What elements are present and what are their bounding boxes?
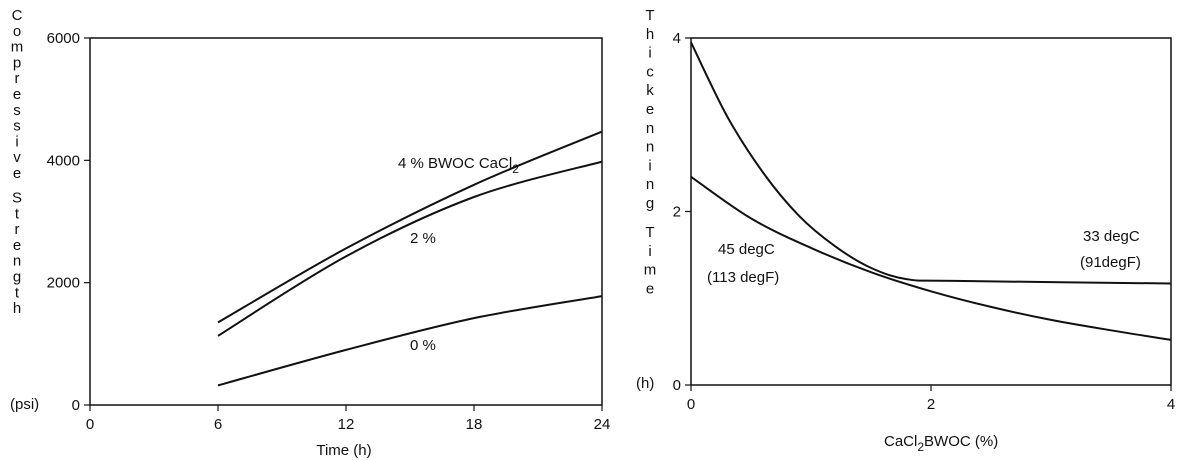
left-x-tick-label: 24 — [594, 416, 611, 433]
right-series-line-1 — [690, 175, 1172, 341]
right-y-label-letter: T — [645, 7, 654, 24]
left-x-tick-label: 18 — [466, 416, 483, 433]
right-y-label-letter: m — [644, 262, 657, 279]
left-y-label-letter: m — [11, 39, 24, 56]
left-y-tick-label: 4000 — [47, 152, 80, 169]
left-y-label-letter: S — [12, 189, 22, 206]
right-y-label-letter: i — [648, 157, 651, 174]
right-plot-frame — [690, 37, 1172, 386]
right-x-tick-label: 4 — [1167, 396, 1175, 413]
right-y-tick-label: 4 — [673, 30, 681, 47]
left-y-tick-label: 0 — [72, 397, 80, 414]
left-y-label-letter: h — [13, 300, 21, 317]
left-y-label-letter: e — [13, 86, 21, 103]
left-x-ticks: 0 6 12 18 24 — [86, 405, 611, 433]
left-series-label-4pct: 4 % BWOC CaCl2 — [398, 155, 519, 176]
right-y-label-letter: T — [645, 224, 654, 241]
left-y-label-letter: i — [15, 133, 18, 150]
left-x-tick-label: 0 — [86, 416, 94, 433]
left-y-label-letter: o — [13, 23, 21, 40]
left-y-ticks: 0 2000 4000 6000 — [47, 30, 90, 414]
left-y-label-letter: r — [15, 70, 20, 87]
right-y-label-letter: e — [646, 281, 654, 298]
right-series-label-45degc-f: (113 degF) — [707, 269, 779, 286]
left-y-tick-label: 2000 — [47, 275, 80, 292]
right-y-label-letter: k — [646, 82, 654, 99]
right-y-tick-label: 0 — [673, 377, 681, 394]
left-series-line-0 — [217, 130, 603, 324]
right-y-label-letter: g — [646, 195, 654, 212]
right-x-tick-label: 2 — [927, 396, 935, 413]
right-y-label-letter: e — [646, 101, 654, 118]
left-y-label-letter: C — [12, 7, 23, 24]
right-series-group — [690, 41, 1172, 341]
left-series-label-2pct: 2 % — [410, 230, 436, 247]
left-y-label-letter: n — [13, 253, 21, 270]
right-y-label-letter: n — [646, 176, 654, 193]
right-y-label-letter: h — [646, 26, 654, 43]
right-x-tick-label: 0 — [687, 396, 695, 413]
left-x-tick-label: 12 — [338, 416, 355, 433]
left-y-label-letter: t — [15, 205, 20, 222]
right-y-label-letter: n — [646, 139, 654, 156]
left-y-label-letter: e — [13, 237, 21, 254]
left-y-label-letter: t — [15, 284, 20, 301]
left-y-tick-label: 6000 — [47, 30, 80, 47]
left-series-label-4pct-sub: 2 — [512, 162, 519, 176]
right-series-label-33degc-f: (91degF) — [1080, 254, 1141, 271]
left-series-label-4pct-main: 4 % BWOC CaCl — [398, 155, 512, 172]
right-x-label-sub: 2 — [917, 440, 924, 454]
right-series-label-33degc: 33 degC — [1083, 228, 1140, 245]
left-x-tick-label: 6 — [214, 416, 222, 433]
right-series-label-45degc: 45 degC — [718, 241, 775, 258]
right-y-label-letter: n — [646, 120, 654, 137]
left-series-line-2 — [217, 295, 603, 387]
right-y-label-letter: i — [648, 45, 651, 62]
right-x-axis-label: CaCl2BWOC (%) — [884, 433, 998, 454]
right-x-label-pre: CaCl — [884, 433, 917, 450]
right-x-ticks: 0 2 4 — [687, 385, 1175, 413]
right-y-unit: (h) — [636, 375, 654, 392]
right-x-label-post: BWOC (%) — [924, 433, 998, 450]
left-y-label-letter: g — [13, 268, 21, 285]
left-y-label-letter: s — [13, 118, 21, 135]
left-series-line-1 — [217, 160, 603, 337]
left-y-label-letter: p — [13, 54, 21, 71]
left-y-unit: (psi) — [10, 396, 39, 413]
right-y-ticks: 0 2 4 — [673, 30, 691, 394]
left-series-group — [217, 130, 603, 387]
left-y-label-letter: r — [15, 221, 20, 238]
left-series-label-0pct: 0 % — [410, 337, 436, 354]
left-y-label-letter: v — [13, 149, 21, 166]
right-y-tick-label: 2 — [673, 204, 681, 221]
right-y-label-letter: i — [648, 243, 651, 260]
left-y-label-letter: e — [13, 165, 21, 182]
right-y-label-letter: c — [646, 63, 654, 80]
left-x-axis-label: Time (h) — [316, 442, 371, 459]
left-y-label-letter: s — [13, 102, 21, 119]
right-series-line-0 — [690, 41, 1172, 285]
